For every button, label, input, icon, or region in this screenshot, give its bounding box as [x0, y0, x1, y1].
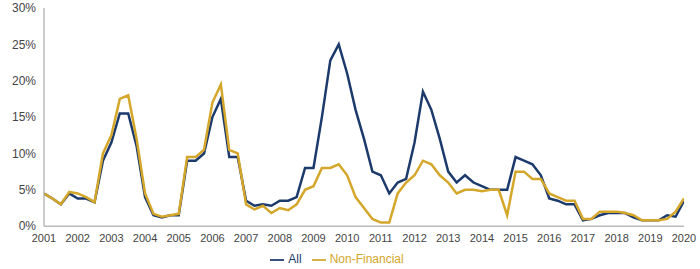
svg-text:2003: 2003	[99, 232, 123, 244]
svg-text:15%: 15%	[12, 110, 36, 124]
svg-text:2007: 2007	[234, 232, 258, 244]
svg-text:2004: 2004	[133, 232, 157, 244]
svg-text:2012: 2012	[402, 232, 426, 244]
svg-text:2018: 2018	[604, 232, 628, 244]
svg-text:2006: 2006	[200, 232, 224, 244]
svg-text:2005: 2005	[166, 232, 190, 244]
svg-text:2009: 2009	[301, 232, 325, 244]
svg-text:2014: 2014	[470, 232, 494, 244]
svg-text:2001: 2001	[32, 232, 56, 244]
svg-text:2002: 2002	[65, 232, 89, 244]
svg-text:30%: 30%	[12, 1, 36, 15]
svg-text:2010: 2010	[335, 232, 359, 244]
svg-text:2016: 2016	[537, 232, 561, 244]
svg-text:2019: 2019	[638, 232, 662, 244]
html-text:Non-Financial: Non-Financial	[329, 252, 404, 267]
svg-text:2011: 2011	[369, 232, 393, 244]
svg-text:2015: 2015	[503, 232, 527, 244]
svg-text:2008: 2008	[268, 232, 292, 244]
svg-text:2013: 2013	[436, 232, 460, 244]
svg-text:2020: 2020	[672, 232, 696, 244]
svg-text:5%: 5%	[19, 183, 37, 197]
svg-text:20%: 20%	[12, 74, 36, 88]
svg-text:25%: 25%	[12, 38, 36, 52]
svg-text:0%: 0%	[19, 219, 37, 233]
svg-text:10%: 10%	[12, 147, 36, 161]
svg-text:2017: 2017	[571, 232, 595, 244]
html-text:All: All	[288, 252, 302, 267]
